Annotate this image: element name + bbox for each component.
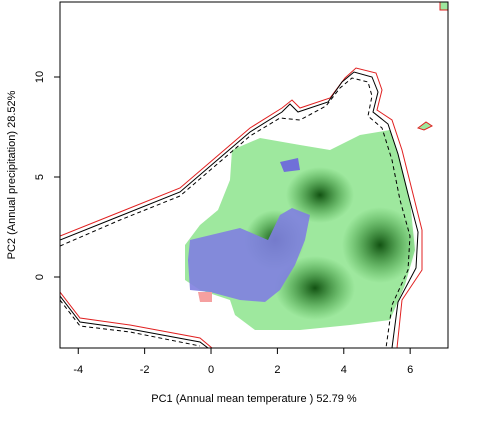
x-tick-label: 0	[208, 364, 214, 376]
x-axis-label: PC1 (Annual mean temperature ) 52.79 %	[151, 393, 357, 405]
density-core	[342, 207, 418, 283]
y-tick-label: 5	[34, 174, 46, 180]
y-axis-label: PC2 (Annual precipitation) 28.52%	[6, 90, 18, 259]
y-tick-label: 10	[34, 71, 46, 83]
density-core	[286, 167, 354, 223]
x-tick-label: -2	[140, 364, 150, 376]
x-tick-label: 2	[274, 364, 280, 376]
species-a-density	[280, 158, 300, 172]
overlap-patch	[198, 292, 212, 302]
density-core	[275, 256, 355, 320]
density-layer	[60, 2, 448, 348]
x-tick-label: 4	[341, 364, 347, 376]
x-tick-label: 6	[407, 364, 413, 376]
x-tick-label: -4	[73, 364, 83, 376]
y-tick-label: 0	[34, 274, 46, 280]
envelope-red	[439, 2, 448, 11]
plot-frame	[59, 1, 449, 349]
envelope-red	[60, 67, 423, 348]
envelope-black	[60, 71, 419, 348]
species-a-density	[188, 208, 310, 302]
envelope-red	[416, 121, 433, 131]
envelope-dashed	[60, 77, 411, 348]
